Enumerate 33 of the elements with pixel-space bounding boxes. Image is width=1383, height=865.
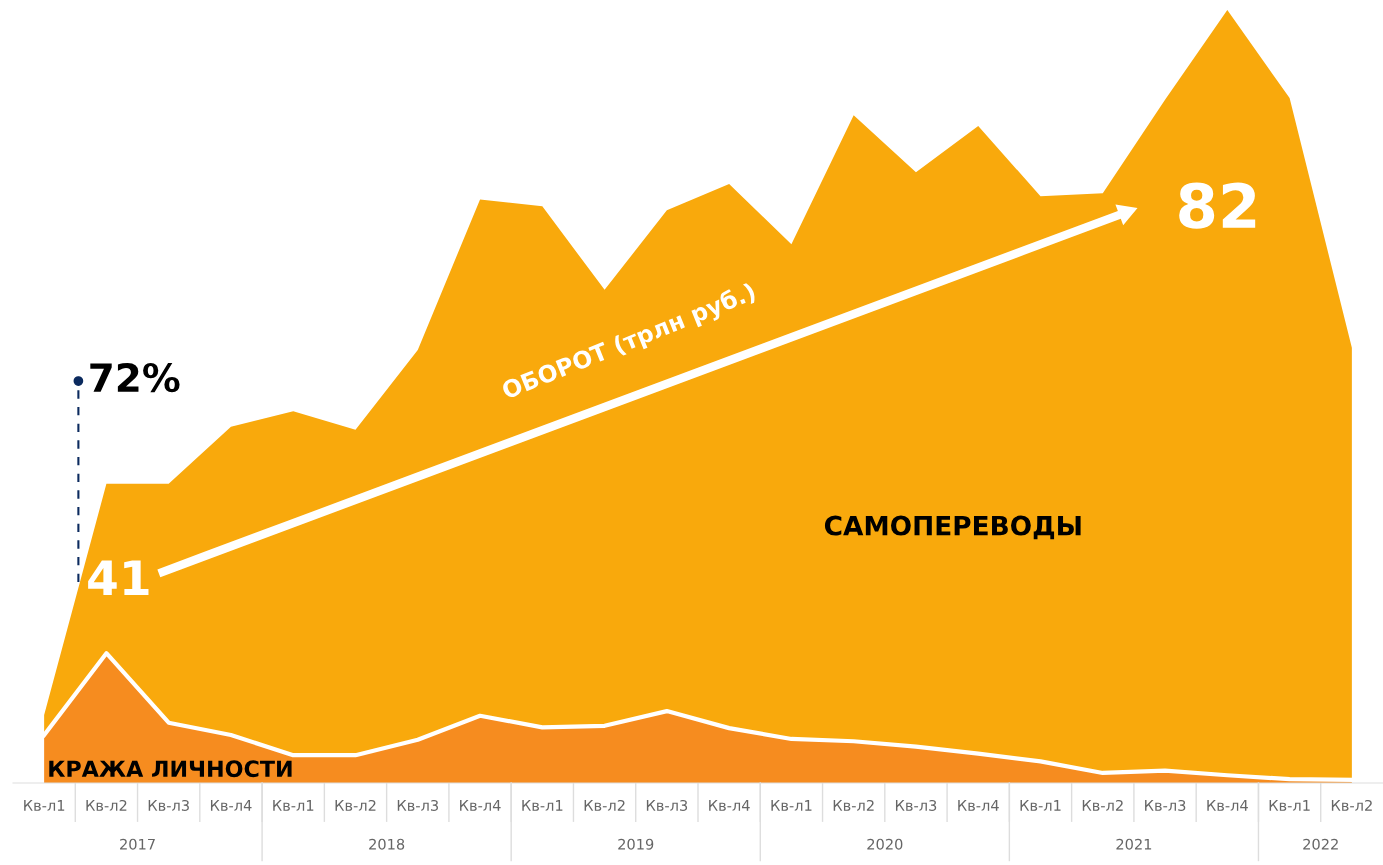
annotation: 72% [90, 362, 180, 393]
x-tick-label: Кв-л4 [210, 800, 252, 811]
x-tick-label: Кв-л2 [584, 799, 625, 811]
x-tick-label: Кв-л3 [895, 799, 937, 811]
x-tick-label: Кв-л2 [335, 799, 376, 811]
text: 2017 [120, 838, 155, 850]
x-tick-label: Кв-л1 [771, 800, 812, 811]
x-tick-label: Кв-л3 [397, 799, 439, 811]
x-tick-label: Кв-л1 [24, 800, 65, 811]
text: 2019 [618, 838, 654, 850]
text: 2022 [1303, 838, 1338, 850]
x-tick-label: Кв-л3 [148, 799, 189, 811]
text: 2018 [369, 838, 405, 850]
x-tick-label: Кв-л3 [1145, 799, 1186, 811]
x-tick-label: Кв-л1 [522, 800, 563, 811]
x-tick-label: Кв-л3 [646, 799, 688, 811]
series-label: КРАЖА ЛИЧНОСТИ [49, 760, 292, 778]
text: 2020 [867, 838, 903, 850]
x-tick-label: Кв-л4 [460, 800, 501, 811]
x-tick-label: Кв-л1 [273, 800, 314, 811]
x-tick-label: Кв-л4 [958, 800, 999, 811]
x-tick-label: Кв-л1 [1269, 800, 1310, 811]
x-tick-label: Кв-л2 [1082, 799, 1123, 811]
annotation: 41 [88, 560, 149, 596]
x-tick-label: Кв-л2 [833, 799, 874, 811]
x-tick-label: Кв-л2 [1331, 799, 1372, 811]
x-tick-label: Кв-л2 [86, 799, 127, 811]
annotation: 82 [1179, 182, 1256, 229]
series-label: САМОПЕРЕВОДЫ [824, 515, 1081, 540]
x-tick-label: Кв-л4 [1207, 800, 1248, 811]
text: 2021 [1116, 838, 1152, 850]
x-tick-label: Кв-л4 [709, 800, 750, 811]
x-tick-label: Кв-л1 [1020, 800, 1061, 811]
